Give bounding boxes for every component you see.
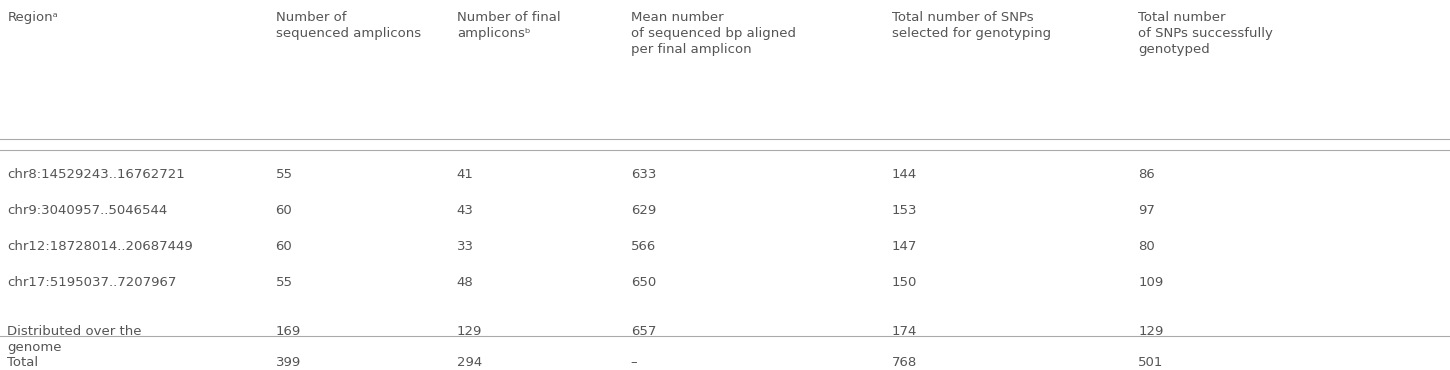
- Text: 60: 60: [276, 204, 293, 217]
- Text: 153: 153: [892, 204, 918, 217]
- Text: Distributed over the
genome: Distributed over the genome: [7, 325, 142, 354]
- Text: 174: 174: [892, 325, 916, 338]
- Text: 80: 80: [1138, 240, 1156, 253]
- Text: 129: 129: [1138, 325, 1163, 338]
- Text: Total number
of SNPs successfully
genotyped: Total number of SNPs successfully genoty…: [1138, 11, 1273, 56]
- Text: Regionᵃ: Regionᵃ: [7, 11, 58, 24]
- Text: Number of
sequenced amplicons: Number of sequenced amplicons: [276, 11, 420, 40]
- Text: 41: 41: [457, 168, 474, 181]
- Text: 48: 48: [457, 276, 474, 289]
- Text: 633: 633: [631, 168, 655, 181]
- Text: chr12:18728014..20687449: chr12:18728014..20687449: [7, 240, 193, 253]
- Text: Mean number
of sequenced bp aligned
per final amplicon: Mean number of sequenced bp aligned per …: [631, 11, 796, 56]
- Text: 566: 566: [631, 240, 655, 253]
- Text: chr17:5195037..7207967: chr17:5195037..7207967: [7, 276, 177, 289]
- Text: 55: 55: [276, 168, 293, 181]
- Text: 399: 399: [276, 356, 300, 369]
- Text: 501: 501: [1138, 356, 1163, 369]
- Text: 144: 144: [892, 168, 916, 181]
- Text: chr9:3040957..5046544: chr9:3040957..5046544: [7, 204, 168, 217]
- Text: 768: 768: [892, 356, 916, 369]
- Text: 629: 629: [631, 204, 655, 217]
- Text: 60: 60: [276, 240, 293, 253]
- Text: Total: Total: [7, 356, 38, 369]
- Text: 33: 33: [457, 240, 474, 253]
- Text: 55: 55: [276, 276, 293, 289]
- Text: chr8:14529243..16762721: chr8:14529243..16762721: [7, 168, 186, 181]
- Text: 147: 147: [892, 240, 916, 253]
- Text: –: –: [631, 356, 638, 369]
- Text: 169: 169: [276, 325, 300, 338]
- Text: 657: 657: [631, 325, 655, 338]
- Text: 109: 109: [1138, 276, 1163, 289]
- Text: 43: 43: [457, 204, 474, 217]
- Text: 97: 97: [1138, 204, 1156, 217]
- Text: 650: 650: [631, 276, 655, 289]
- Text: 150: 150: [892, 276, 916, 289]
- Text: 86: 86: [1138, 168, 1156, 181]
- Text: Total number of SNPs
selected for genotyping: Total number of SNPs selected for genoty…: [892, 11, 1051, 40]
- Text: 129: 129: [457, 325, 481, 338]
- Text: Number of final
ampliconsᵇ: Number of final ampliconsᵇ: [457, 11, 560, 40]
- Text: 294: 294: [457, 356, 481, 369]
